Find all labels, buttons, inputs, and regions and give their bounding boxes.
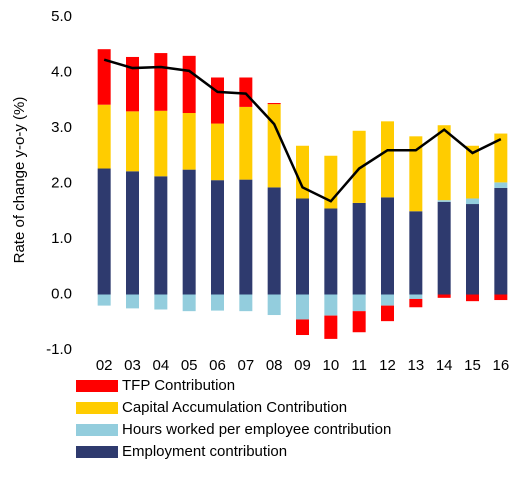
x-tick-label: 15 [464, 357, 481, 374]
bar-segment [211, 294, 224, 311]
bar-segment [211, 77, 224, 124]
x-tick-label: 13 [407, 357, 424, 374]
bar-segment [126, 171, 139, 295]
bar-segment [352, 202, 366, 295]
bar-segment [182, 55, 196, 114]
bar-segment [267, 104, 281, 188]
y-tick-label: 5.0 [51, 8, 72, 25]
y-tick-label: 3.0 [51, 119, 72, 136]
y-tick-label: -1.0 [46, 341, 72, 358]
bar-segment [182, 113, 196, 170]
bar-segment [437, 201, 451, 295]
y-tick-label: 4.0 [51, 63, 72, 80]
x-tick-label: 05 [181, 357, 198, 374]
bar-segment [466, 145, 479, 199]
x-tick-label: 16 [492, 357, 509, 374]
bar-segment [126, 111, 139, 172]
bar-segment [239, 179, 253, 295]
bar-segment [381, 197, 394, 295]
x-tick-label: 11 [351, 357, 367, 374]
bar-segment [437, 125, 451, 201]
bar-segment [494, 187, 508, 295]
bar-segment [437, 200, 451, 202]
bar-segment [296, 145, 309, 199]
bar-segment [239, 106, 253, 180]
bar-segment [352, 294, 366, 312]
bar-segment [409, 298, 423, 308]
bar-segment [409, 211, 423, 295]
bar-segment [409, 294, 423, 299]
bar-segment [494, 294, 508, 301]
legend-label: TFP Contribution [122, 377, 235, 394]
x-tick-label: 04 [152, 357, 169, 374]
bar-segment [352, 130, 366, 203]
bar-segment [97, 168, 111, 295]
bar-segment [494, 182, 508, 188]
y-tick-label: 2.0 [51, 174, 72, 191]
y-tick-label: 1.0 [51, 230, 72, 247]
trend-line [103, 58, 502, 203]
legend-label: Hours worked per employee contribution [122, 421, 391, 438]
x-tick-label: 14 [436, 357, 453, 374]
bar-segment [154, 110, 168, 177]
bar-segment [296, 198, 309, 295]
bar-segment [97, 104, 111, 169]
bar-segment [126, 294, 139, 309]
bar-segment [126, 56, 139, 112]
x-tick-label: 02 [96, 357, 113, 374]
bar-segment [239, 77, 253, 107]
bar-segment [466, 204, 479, 295]
legend-swatch [76, 424, 118, 436]
bar-segment [211, 123, 224, 181]
y-tick-label: 0.0 [51, 285, 72, 302]
x-tick-label: 06 [209, 357, 226, 374]
bar-segment [239, 294, 253, 312]
bar-segment [267, 103, 281, 105]
bar-segment [97, 294, 111, 306]
bar-segment [381, 305, 394, 322]
bar-segment [466, 294, 479, 302]
x-tick-label: 09 [294, 357, 311, 374]
bar-segment [466, 198, 479, 205]
x-tick-label: 10 [322, 357, 339, 374]
legend-label: Employment contribution [122, 443, 287, 460]
bar-segment [182, 294, 196, 312]
legend-swatch [76, 402, 118, 414]
bar-segment [211, 180, 224, 295]
x-tick-label: 07 [237, 357, 254, 374]
bar-segment [437, 294, 451, 298]
legend-swatch [76, 446, 118, 458]
bar-segment [324, 315, 338, 339]
legend-label: Capital Accumulation Contribution [122, 399, 347, 416]
bar-segment [267, 294, 281, 316]
bar-segment [352, 311, 366, 333]
x-tick-label: 12 [379, 357, 396, 374]
bar-segment [267, 187, 281, 295]
bar-segment [381, 294, 394, 306]
bar-segment [296, 319, 309, 336]
x-tick-label: 03 [124, 357, 141, 374]
x-tick-label: 08 [266, 357, 283, 374]
bar-segment [97, 49, 111, 105]
bar-segment [154, 294, 168, 310]
bar-segment [182, 169, 196, 295]
bar-segment [324, 208, 338, 295]
bar-segment [324, 155, 338, 209]
bar-segment [494, 133, 508, 183]
bar-segment [154, 53, 168, 111]
legend-swatch [76, 380, 118, 392]
bar-segment [154, 176, 168, 295]
bar-segment [324, 294, 338, 316]
bar-segment [409, 136, 423, 212]
bar-segment [381, 121, 394, 198]
y-axis-label: Rate of change y-o-y (%) [11, 97, 28, 264]
bar-segment [296, 294, 309, 320]
